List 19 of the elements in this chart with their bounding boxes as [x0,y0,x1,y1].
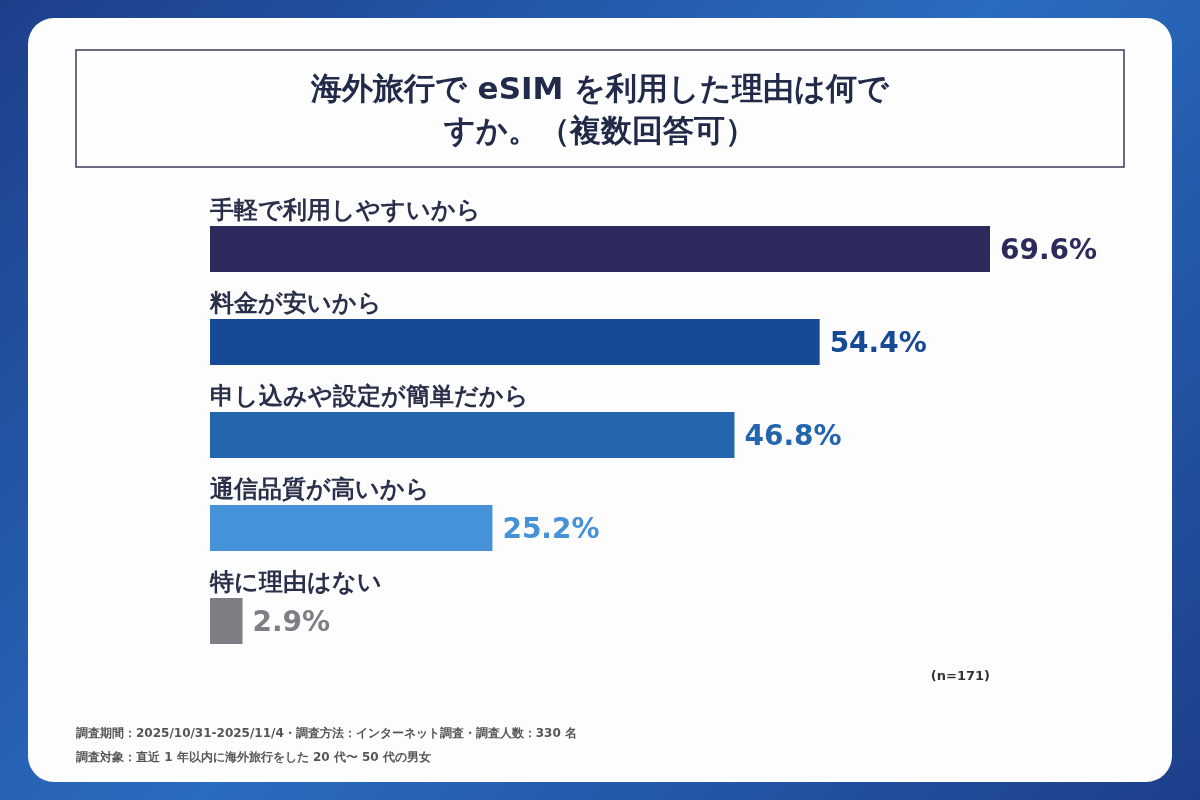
y-tick-label: 特に理由はない [209,568,382,596]
y-tick-label: 通信品質が高いから [209,475,430,503]
bar [210,226,990,272]
bar [210,319,820,365]
data-label: 25.2% [502,512,600,545]
data-label: 2.9% [252,605,331,638]
y-tick-label: 申し込みや設定が簡単だから [210,382,529,410]
bar [210,598,243,644]
data-label: 54.4% [829,326,927,359]
text: 調査期間：2025/10/31-2025/11/4・調査方法：インターネット調査・調査人数：330 名 [75,726,577,740]
bar [210,505,493,551]
text: 調査対象：直近 1 年以内に海外旅行をした 20 代〜 50 代の男女 [75,750,431,764]
bar [210,412,735,458]
y-tick-label: 手軽で利用しやすいから [209,196,481,224]
data-label: 46.8% [744,419,842,452]
y-tick-label: 料金が安いから [209,289,382,317]
text: (n=171) [930,668,990,683]
data-label: 69.6% [1000,233,1098,266]
chart-title: 海外旅行で eSIM を利用した理由は何ですか。（複数回答可） [309,69,891,150]
